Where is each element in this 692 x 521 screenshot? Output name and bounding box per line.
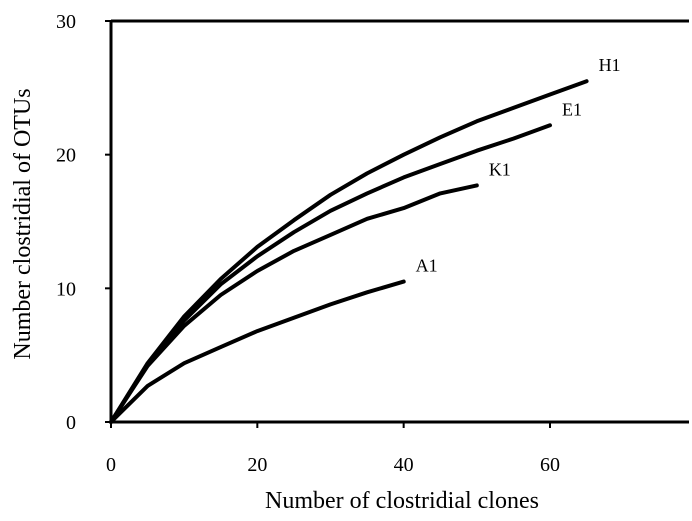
x-axis-ticks: 0 20 40 60 xyxy=(106,422,560,476)
series-line-e1 xyxy=(109,123,552,424)
y-axis-ticks: 0 10 20 30 xyxy=(56,11,111,434)
series-line-a1 xyxy=(109,279,406,424)
x-tick-label: 20 xyxy=(247,454,267,476)
series-label-h1: H1 xyxy=(599,55,621,75)
series-label-e1: E1 xyxy=(562,99,582,119)
y-axis-title: Number clostridial of OTUs xyxy=(10,88,36,359)
series-line-k1 xyxy=(109,183,479,424)
series-line-h1 xyxy=(109,79,589,424)
y-tick-label: 0 xyxy=(66,412,76,434)
plot-area xyxy=(109,19,689,424)
series-label-a1: A1 xyxy=(416,256,438,276)
x-tick-label: 0 xyxy=(106,454,116,476)
y-tick-label: 30 xyxy=(56,11,76,33)
x-axis-title: Number of clostridial clones xyxy=(265,488,539,514)
series-label-k1: K1 xyxy=(489,159,511,179)
y-tick-label: 20 xyxy=(56,145,76,167)
y-tick-label: 10 xyxy=(56,278,76,300)
series-group: H1 E1 K1 A1 xyxy=(109,55,621,424)
x-tick-label: 40 xyxy=(394,454,414,476)
x-tick-label: 60 xyxy=(540,454,560,476)
